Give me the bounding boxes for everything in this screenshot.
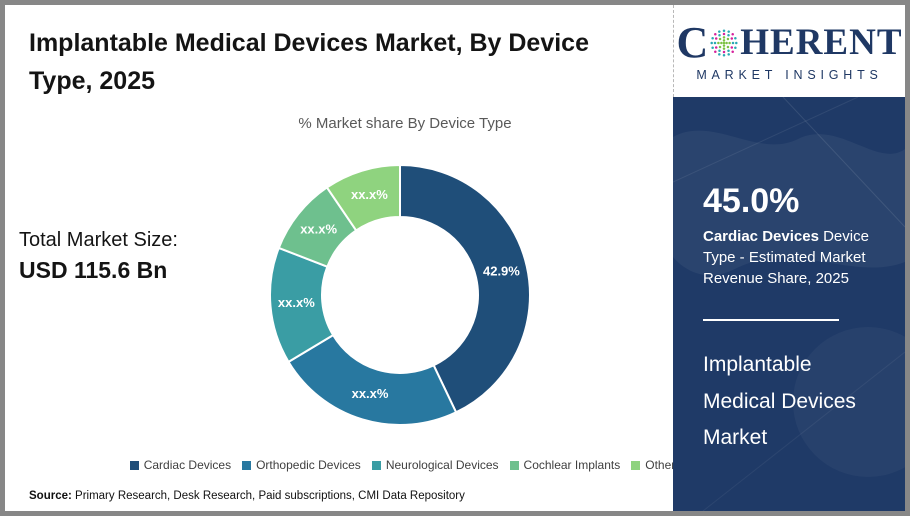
brand-letter-c: C <box>676 17 709 67</box>
globe-dot <box>727 49 730 52</box>
source-note: Source: Primary Research, Desk Research,… <box>29 490 465 502</box>
legend-label: Cochlear Implants <box>523 458 621 472</box>
globe-dot <box>715 45 718 49</box>
chart-legend: Cardiac Devices Orthopedic Devices Neurolo… <box>113 458 698 472</box>
legend-item: Others <box>631 458 681 472</box>
total-market-size-value: USD 115.6 Bn <box>19 257 168 283</box>
globe-dot <box>718 49 721 52</box>
highlight-stat-segment: Cardiac Devices <box>703 228 819 246</box>
brand-wordmark: C HERENT <box>676 17 903 67</box>
globe-dot <box>723 46 726 50</box>
highlight-stat-description: Cardiac Devices Device Type - Estimated … <box>703 227 875 289</box>
source-text: Primary Research, Desk Research, Paid su… <box>71 490 465 502</box>
donut-chart-svg: 42.9% xx.x% xx.x% xx.x% xx.x% <box>269 164 531 426</box>
world-map-pattern <box>673 97 905 511</box>
globe-dot <box>734 45 737 49</box>
globe-dot <box>727 29 731 33</box>
globe-dot <box>723 28 726 32</box>
globe-dot <box>732 41 735 44</box>
segment-label: xx.x% <box>278 295 315 310</box>
highlight-stat-value: 45.0% <box>703 182 800 220</box>
globe-dot <box>723 50 726 53</box>
segment-label: xx.x% <box>351 187 388 202</box>
chart-subtitle: % Market share By Device Type <box>298 115 512 132</box>
globe-dot <box>735 41 738 44</box>
globe-dot <box>717 41 720 44</box>
globe-dot <box>714 49 717 53</box>
globe-dot <box>719 45 722 48</box>
globe-dot <box>720 41 723 44</box>
globe-dot <box>731 32 735 36</box>
globe-dot <box>711 36 715 40</box>
globe-dot <box>730 36 734 40</box>
sidebar: C HERENT MARKET INSIGHTS 45.0% Cardiac D… <box>673 5 905 511</box>
globe-dot <box>726 45 730 48</box>
brand-logo: C HERENT MARKET INSIGHTS <box>673 5 905 97</box>
globe-dot <box>719 37 722 40</box>
total-market-size-label: Total Market Size: <box>19 229 178 251</box>
legend-swatch <box>129 460 139 470</box>
globe-dot <box>723 35 726 39</box>
globe-dot <box>725 41 729 44</box>
globe-dot <box>711 45 715 49</box>
globe-dot <box>728 41 732 44</box>
market-name-label: Implantable Medical Devices Market <box>703 353 856 449</box>
legend-label: Others <box>645 458 682 472</box>
sidebar-content: 45.0% Cardiac Devices Device Type - Esti… <box>673 182 905 456</box>
globe-dot <box>731 49 735 53</box>
globe-dot <box>718 29 721 33</box>
source-label: Source: <box>29 490 72 502</box>
brand-tagline: MARKET INSIGHTS <box>696 67 883 82</box>
legend-label: Neurological Devices <box>385 458 499 472</box>
legend-swatch <box>631 460 641 470</box>
globe-dot <box>710 41 714 44</box>
legend-label: Cardiac Devices <box>143 458 232 472</box>
globe-dot <box>714 32 717 36</box>
legend-swatch <box>509 460 519 470</box>
globe-dot <box>718 33 721 36</box>
globe-dot <box>723 32 726 35</box>
legend-item: Cardiac Devices <box>129 458 232 472</box>
sidebar-panel: 45.0% Cardiac Devices Device Type - Esti… <box>673 97 905 511</box>
globe-dot <box>730 45 734 49</box>
highlight-stat-text: Device Type - Estimated Market Revenue S… <box>703 228 869 287</box>
sidebar-divider <box>703 319 839 322</box>
segment-label: xx.x% <box>352 386 389 401</box>
globe-dot <box>727 52 731 56</box>
globe-dots-icon <box>710 28 738 57</box>
legend-item: Cochlear Implants <box>509 458 621 472</box>
segment-label: xx.x% <box>300 222 337 237</box>
page-title: Implantable Medical Devices Market, By D… <box>29 29 589 95</box>
globe-dot <box>718 52 721 56</box>
donut-segment <box>287 334 458 426</box>
globe-dot <box>723 41 726 44</box>
donut-segment <box>399 164 531 414</box>
globe-dot <box>714 41 717 44</box>
segment-label: 42.9% <box>483 263 520 278</box>
globe-dot <box>723 53 726 57</box>
brand-letters-rest: HERENT <box>740 22 903 63</box>
globe-dot <box>734 36 737 40</box>
globe-dot <box>723 43 726 47</box>
globe-dot <box>715 36 718 40</box>
globe-dot <box>726 37 730 40</box>
globe-dot <box>727 33 730 36</box>
donut-segment <box>325 164 401 232</box>
total-market-size: Total Market Size: USD 115.6 Bn <box>19 229 178 284</box>
legend-item: Neurological Devices <box>371 458 499 472</box>
legend-swatch <box>371 460 381 470</box>
legend-swatch <box>242 460 252 470</box>
donut-chart: 42.9% xx.x% xx.x% xx.x% xx.x% <box>266 161 534 429</box>
globe-dot <box>723 38 726 42</box>
legend-label: Orthopedic Devices <box>256 458 361 472</box>
legend-item: Orthopedic Devices <box>242 458 361 472</box>
